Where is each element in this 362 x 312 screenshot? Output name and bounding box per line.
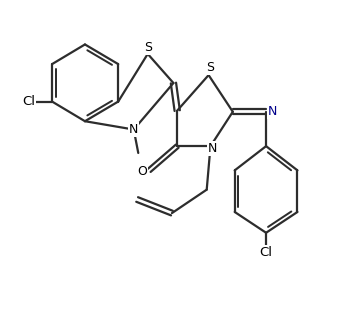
Text: Cl: Cl bbox=[22, 95, 35, 108]
Text: O: O bbox=[138, 165, 147, 178]
Text: N: N bbox=[268, 105, 277, 118]
Text: N: N bbox=[129, 123, 138, 136]
Text: S: S bbox=[206, 61, 215, 74]
Text: S: S bbox=[144, 41, 152, 54]
Text: Cl: Cl bbox=[260, 246, 273, 259]
Text: N: N bbox=[208, 142, 217, 154]
